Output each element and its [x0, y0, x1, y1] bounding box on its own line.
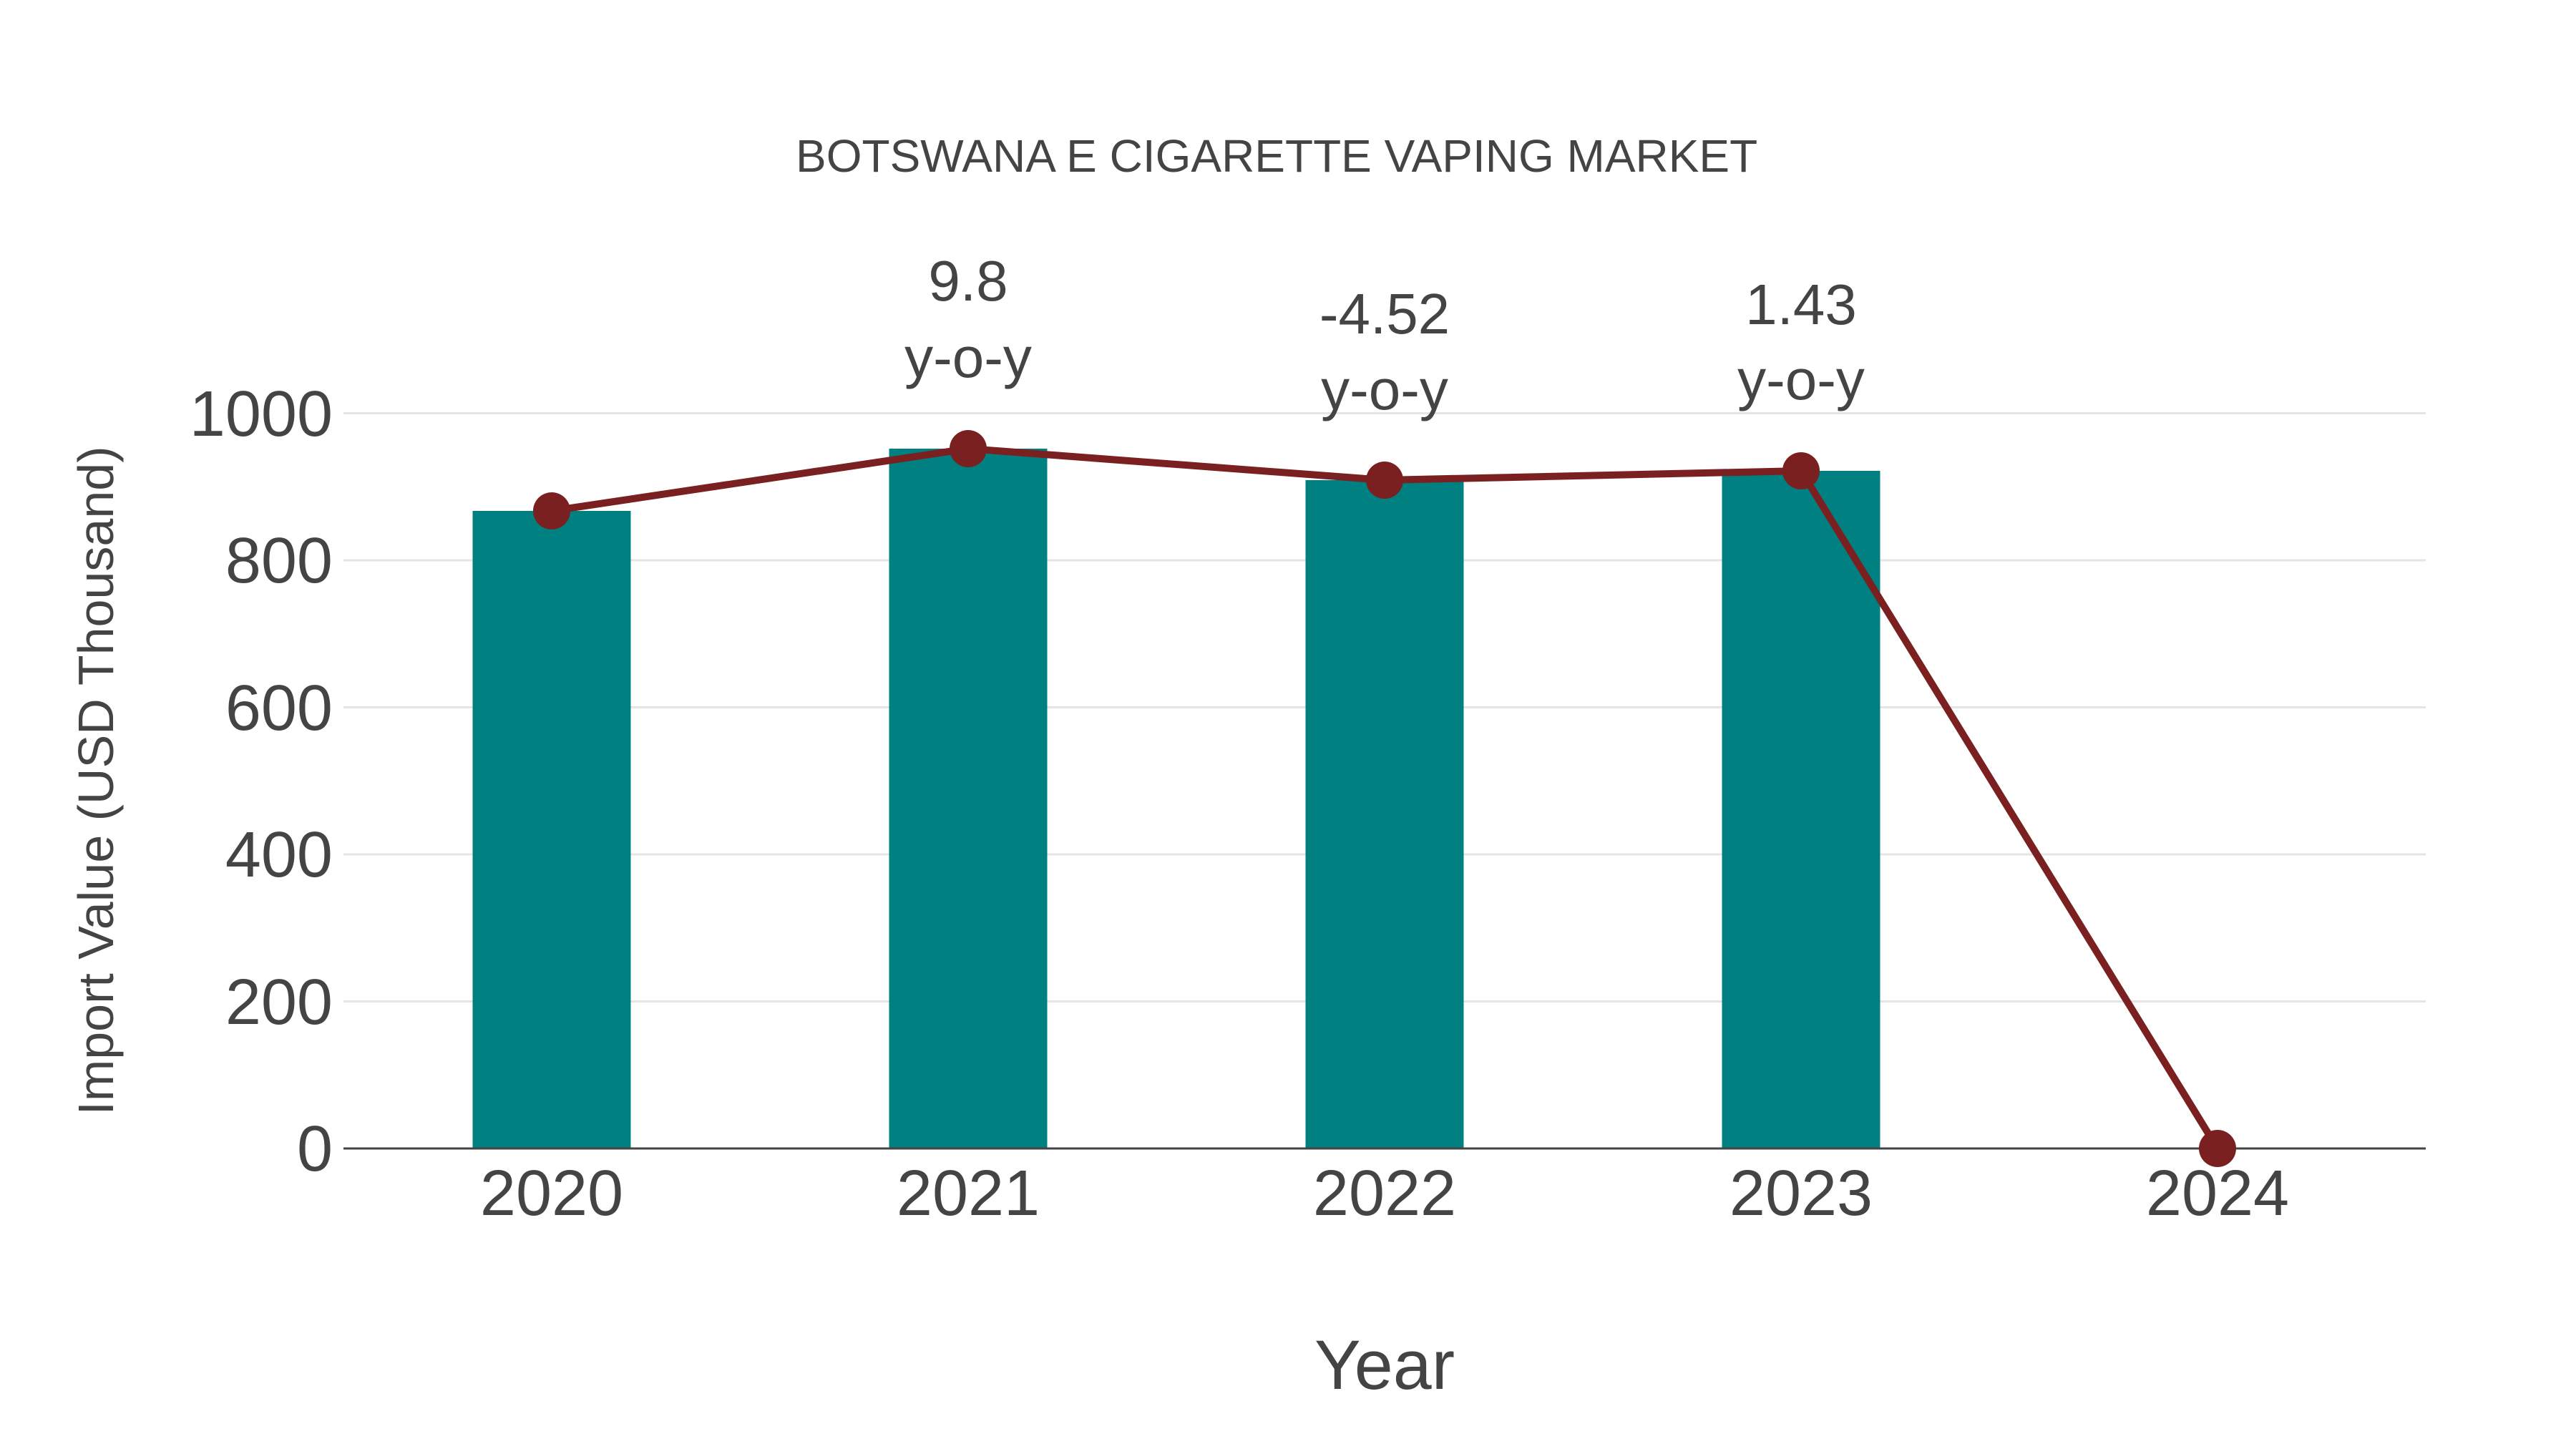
x-tick-2020: 2020: [480, 1158, 623, 1229]
x-tick-2021: 2021: [897, 1158, 1040, 1229]
annotation-2021-suffix: y-o-y: [904, 326, 1032, 389]
y-tick-0: 0: [297, 1113, 333, 1185]
yoy-annotations: 9.8 y-o-y -4.52 y-o-y 1.43 y-o-y: [904, 249, 1865, 421]
y-axis-ticks: 0 200 400 600 800 1000: [190, 379, 333, 1185]
y-axis-title: Import Value (USD Thousand): [68, 446, 124, 1115]
marker-2022[interactable]: [1366, 462, 1403, 499]
marker-2023[interactable]: [1782, 452, 1820, 489]
annotation-2023-suffix: y-o-y: [1737, 348, 1865, 411]
bar-2022[interactable]: [1305, 480, 1464, 1148]
annotation-2023-value: 1.43: [1745, 273, 1857, 336]
marker-2024[interactable]: [2199, 1130, 2236, 1167]
x-axis-title: Year: [1314, 1326, 1455, 1404]
bar-2023[interactable]: [1722, 471, 1880, 1148]
x-tick-2023: 2023: [1729, 1158, 1873, 1229]
bar-2020[interactable]: [472, 511, 631, 1148]
y-tick-600: 600: [225, 673, 333, 744]
bar-2021[interactable]: [889, 449, 1048, 1148]
chart-title: BOTSWANA E CIGARETTE VAPING MARKET: [796, 130, 1757, 182]
x-tick-2022: 2022: [1313, 1158, 1456, 1229]
bar-series: [472, 449, 1880, 1148]
x-axis-ticks: 2020 2021 2022 2023 2024: [480, 1158, 2289, 1229]
x-tick-2024: 2024: [2146, 1158, 2289, 1229]
y-tick-400: 400: [225, 819, 333, 891]
line-series: [533, 430, 2236, 1167]
marker-2020[interactable]: [533, 492, 570, 530]
y-tick-800: 800: [225, 525, 333, 597]
y-tick-1000: 1000: [190, 379, 333, 450]
annotation-2022-suffix: y-o-y: [1321, 358, 1448, 421]
marker-2021[interactable]: [950, 430, 987, 467]
annotation-2021-value: 9.8: [928, 249, 1008, 313]
y-tick-200: 200: [225, 967, 333, 1038]
annotation-2022-value: -4.52: [1319, 282, 1450, 346]
